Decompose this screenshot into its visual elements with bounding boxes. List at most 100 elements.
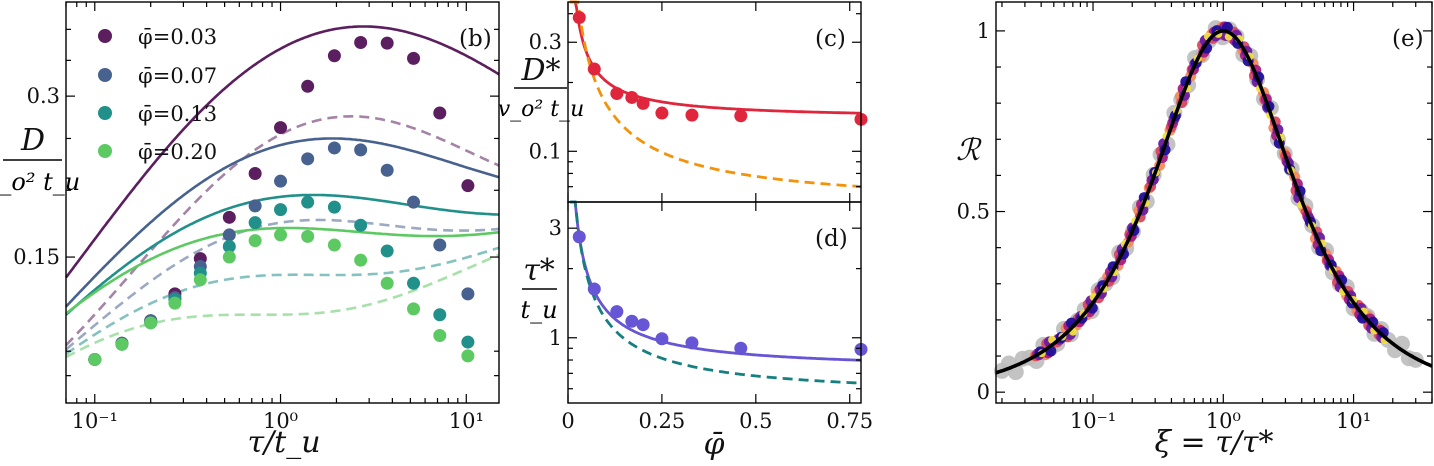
- panel-b-point-s0-11: [380, 36, 394, 50]
- panel-d-point-4: [636, 318, 650, 332]
- panel-e-ytick-label-2: 1: [977, 19, 990, 43]
- panel-c-point-4: [636, 96, 650, 110]
- panel-d-model-curve: [569, 200, 861, 385]
- panel-d-point-7: [734, 341, 748, 355]
- panel-b-legend: φ̄=0.03 φ̄=0.07 φ̄=0.13 φ̄=0.20: [98, 25, 217, 164]
- panel-b-point-s3-8: [301, 229, 315, 243]
- panel-b-solid-curve-3: [65, 226, 500, 315]
- panel-e-xlabel: ξ = τ/τ*: [1154, 425, 1273, 460]
- panel-d-point-3: [625, 314, 639, 328]
- legend-marker-3: [98, 144, 112, 158]
- panel-b-point-s3-1: [115, 337, 129, 351]
- panel-c-point-6: [685, 108, 699, 122]
- panel-d-xlabel: φ̄: [703, 427, 724, 462]
- panel-d-xtick-label-2: 0.5: [739, 409, 772, 433]
- legend-symbol-3: φ̄: [138, 140, 153, 164]
- panel-b-ylabel-numerator: D: [20, 123, 45, 158]
- panel-b-point-s1-11: [380, 163, 394, 177]
- legend-value-2: =0.13: [153, 102, 217, 126]
- panel-c-ylabel-numerator: D*: [520, 53, 560, 88]
- panel-b-point-s1-12: [407, 195, 421, 209]
- panel-c-ytick-label-0: 0.1: [529, 139, 562, 163]
- panel-b-point-s3-14: [461, 349, 475, 363]
- panel-e-ytick-label-0: 0: [977, 380, 990, 404]
- panel-d-label: (d): [815, 226, 848, 252]
- panel-b-point-s2-8: [301, 195, 315, 209]
- panel-b-solid-curve-0: [64, 25, 500, 279]
- panel-b-point-s2-11: [380, 244, 394, 258]
- panel-b-ticks: 10⁻¹ 10⁰ 10¹ 0.15 0.3: [13, 2, 499, 433]
- legend-label-3: φ̄=0.20: [138, 140, 217, 164]
- panel-b-point-s0-5: [222, 210, 236, 224]
- panel-b-point-s1-14: [461, 287, 475, 301]
- panel-c-ytick-label-1: 0.3: [529, 30, 562, 54]
- panel-e-xtick-label-2: 10¹: [1336, 409, 1371, 433]
- panel-c-point-3: [625, 90, 639, 104]
- panel-e-ytick-label-1: 0.5: [957, 200, 990, 224]
- panel-b-point-s2-5: [222, 239, 236, 253]
- panel-b-point-s3-2: [144, 316, 158, 330]
- panel-c-model-curve: [569, 0, 862, 188]
- panel-b-point-s3-0: [88, 352, 102, 366]
- panel-d-xtick-label-0: 0: [561, 409, 574, 433]
- legend-value-3: =0.20: [153, 140, 217, 164]
- panel-b-point-s1-9: [327, 141, 341, 155]
- panel-d-ytick-label-0: 1: [549, 326, 562, 350]
- panel-b-solid-curve-1: [65, 137, 500, 308]
- panel-b-label: (b): [459, 26, 492, 52]
- panel-b-point-s3-5: [222, 250, 236, 264]
- panel-c-data-points: [572, 10, 868, 126]
- panel-d-frame: [567, 201, 862, 404]
- panel-b-point-s0-14: [461, 179, 475, 193]
- panel-b-point-s0-10: [354, 35, 368, 49]
- panel-d-xtick-label-1: 0.25: [639, 409, 686, 433]
- panel-b-point-s2-12: [407, 276, 421, 290]
- panel-c-point-0: [572, 10, 586, 24]
- panel-b-xlabel: τ/t_u: [247, 425, 320, 460]
- legend-marker-2: [98, 106, 112, 120]
- panel-e: 10⁻¹ 10⁰ 10¹ 0 0.5 1 (e) ℛ ξ = τ/τ*: [956, 1, 1433, 460]
- panel-b-point-s1-5: [222, 228, 236, 242]
- panel-e-master-curve: [995, 29, 1433, 375]
- legend-marker-0: [98, 29, 112, 43]
- panel-d-point-6: [685, 336, 699, 350]
- panel-c-point-7: [734, 109, 748, 123]
- panel-e-data-points: [993, 20, 1424, 381]
- panel-b-ytick-label-0: 0.15: [13, 245, 60, 269]
- panel-c-ylabel-denominator: v_o² t_u: [498, 97, 585, 122]
- panel-b-data-points: [88, 35, 475, 366]
- panel-d-point-1: [587, 282, 601, 296]
- panel-c-ticks: 0.1 0.3: [529, 2, 861, 202]
- legend-symbol-0: φ̄: [138, 25, 153, 49]
- legend-symbol-1: φ̄: [138, 64, 153, 88]
- panel-b-ylabel-denominator: v_o² t_u: [0, 168, 80, 196]
- panel-d-point-2: [610, 305, 624, 319]
- panel-d-ytick-label-1: 3: [549, 216, 562, 240]
- panel-b-point-s3-13: [433, 328, 447, 342]
- panel-b-point-s2-6: [248, 216, 262, 230]
- panel-b-point-s3-7: [274, 228, 288, 242]
- panel-b-solid-curves: [64, 25, 500, 316]
- panel-b-xtick-label-0: 10⁻¹: [72, 409, 118, 433]
- panel-d-ylabel-denominator: t_u: [520, 296, 557, 324]
- panel-c-ylabel: D* v_o² t_u: [498, 53, 585, 122]
- panel-b-point-s2-13: [433, 308, 447, 322]
- panel-e-master-curve-line: [995, 29, 1433, 375]
- panel-b-solid-curve-2: [65, 193, 500, 316]
- legend-label-1: φ̄=0.07: [138, 64, 217, 88]
- panel-b-xtick-label-2: 10¹: [449, 409, 484, 433]
- panel-b-point-s1-10: [354, 143, 368, 157]
- legend-label-2: φ̄=0.13: [138, 102, 217, 126]
- panel-e-xtick-label-1: 10⁰: [1206, 409, 1241, 433]
- panel-b-point-s3-9: [327, 238, 341, 252]
- panel-b-ytick-label-1: 0.3: [27, 84, 60, 108]
- panel-c-point-5: [655, 106, 669, 120]
- panel-b-frame: [65, 1, 500, 404]
- panel-b-point-s3-12: [407, 302, 421, 316]
- panel-b-ylabel: D v_o² t_u: [0, 123, 80, 196]
- panel-b-point-s0-9: [327, 49, 341, 63]
- panel-b-point-s2-7: [274, 203, 288, 217]
- panel-b-point-s1-13: [433, 238, 447, 252]
